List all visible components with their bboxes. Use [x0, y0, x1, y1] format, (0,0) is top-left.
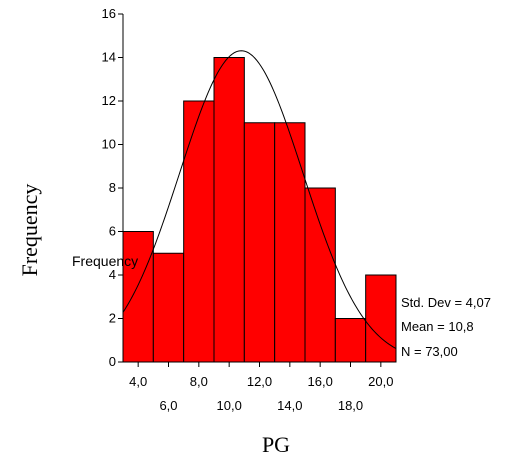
x-tick-label-lower-1: 10,0	[217, 398, 242, 413]
histogram-bar-5	[243, 122, 276, 363]
stat-n: N = 73,00	[401, 344, 458, 359]
y-tick-label-3: 6	[109, 224, 116, 239]
y-tick-label-7: 14	[102, 50, 116, 65]
x-tick-label-upper-3: 16,0	[308, 374, 333, 389]
y-tick-label-8: 16	[102, 6, 116, 21]
y-tick-label-1: 2	[109, 311, 116, 326]
x-tick-label-lower-0: 6,0	[159, 398, 177, 413]
normal-curve	[122, 50, 397, 349]
y-axis-title: Frequency	[17, 184, 42, 277]
x-tick-label-upper-0: 4,0	[129, 374, 147, 389]
overlapped-y-label-artifact: Frequency	[72, 253, 138, 269]
stat-std-dev: Std. Dev = 4,07	[401, 295, 491, 310]
x-tick-label-lower-3: 18,0	[338, 398, 363, 413]
x-tick-label-upper-4: 20,0	[368, 374, 393, 389]
bars-layer	[122, 57, 397, 363]
x-tick-label-upper-1: 8,0	[190, 374, 208, 389]
y-tick-label-5: 10	[102, 137, 116, 152]
stat-mean: Mean = 10,8	[401, 319, 474, 334]
histogram-bar-9	[365, 274, 397, 363]
histogram-bar-7	[304, 187, 336, 363]
y-tick-label-2: 4	[109, 267, 116, 282]
y-tick-label-4: 8	[109, 180, 116, 195]
x-tick-label-upper-2: 12,0	[247, 374, 272, 389]
y-tick-label-6: 12	[102, 93, 116, 108]
stats-box: Std. Dev = 4,07 Mean = 10,8 N = 73,00	[401, 295, 491, 359]
histogram-bar-4	[213, 57, 245, 363]
x-axis-title: PG	[262, 432, 290, 457]
y-tick-label-0: 0	[109, 354, 116, 369]
x-tick-label-lower-2: 14,0	[277, 398, 302, 413]
histogram-bar-2	[152, 252, 185, 363]
histogram-bar-8	[334, 318, 367, 363]
histogram-bar-3	[183, 100, 215, 363]
histogram-bar-6	[274, 122, 306, 363]
histogram-bar-1	[122, 231, 154, 363]
ticks-layer: 0 2 4 6 8 10 12 14 16 4,0 8,0 12,0 16,0 20,0 6,0 10,0 14…	[102, 6, 394, 413]
